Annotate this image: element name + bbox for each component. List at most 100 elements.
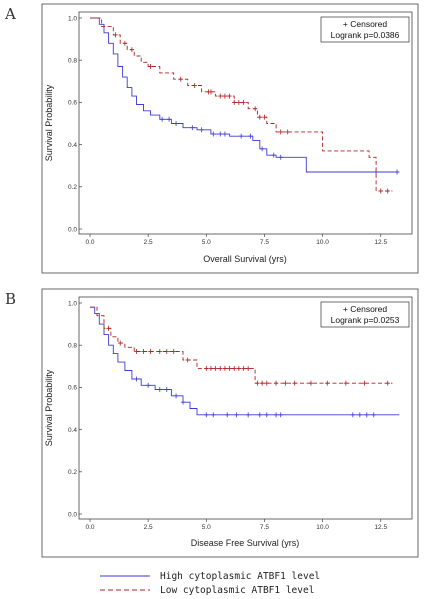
legend-censored-text: + Censored [343,19,387,29]
panel-letter: A [4,5,16,23]
censor-mark-low [113,32,118,38]
legend-label-high: High cytoplasmic ATBF1 level [160,571,320,582]
panel-frame [41,288,419,558]
panel-frame [41,3,419,274]
censor-mark-low [208,365,214,371]
censor-mark-low [385,188,390,194]
censor-mark-low [218,93,223,99]
censor-mark-low [264,380,269,386]
censor-mark-low [252,106,258,112]
censor-mark-low [292,380,297,386]
censor-mark-high [180,399,186,405]
censor-mark-low [232,365,237,371]
censor-mark-low [283,380,288,386]
series-layer [90,306,400,418]
censor-mark-low [227,365,232,371]
censor-mark-low [185,357,190,363]
x-tick-label: 7.5 [260,239,269,246]
legend-box [320,301,410,328]
censor-mark-low [273,380,279,386]
legend-logrank-text: Logrank p=0.0386 [331,30,400,40]
censor-mark-high [278,154,283,160]
censor-mark-high [357,412,363,418]
x-tick-label: 5.0 [202,524,211,531]
censor-mark-high [166,116,172,122]
y-axis-title: Survival Probability [44,84,54,161]
censor-mark-low [208,89,214,95]
censor-mark-low [227,93,232,99]
km-curve-high [90,17,400,173]
censor-mark-low [255,380,260,386]
censor-mark-low [362,380,367,386]
censor-mark-low [204,365,209,371]
censor-mark-low [134,349,139,355]
censor-mark-low [118,340,123,346]
series-layer [90,17,400,194]
x-axis-title: Disease Free Survival (yrs) [191,538,300,548]
censor-mark-low [262,114,267,120]
y-tick-label: 0.0 [68,226,77,233]
x-tick-label: 0.0 [85,239,94,246]
censor-mark-low [164,349,169,355]
censor-mark-low [378,188,383,194]
censor-mark-high [273,412,279,418]
censor-mark-high [364,412,369,418]
panel-letter: B [5,290,16,308]
legend-label-low: Low cytoplasmic ATBF1 level [160,585,314,596]
censor-mark-low [236,99,242,105]
y-tick-label: 0.8 [68,58,77,65]
legend-box [320,16,410,43]
censor-mark-high [264,412,269,418]
censor-mark-high [134,376,139,382]
censor-mark-high [145,382,151,388]
axis-ticks: 0.0 2.5 5.0 7.5 10.0 12.5 0.0 0.2 0.4 0.6 0.8 1.0 [68,15,387,246]
y-tick-label: 0.2 [68,184,77,191]
censor-mark-high [164,387,169,393]
censor-mark-low [192,83,197,89]
censor-mark-high [199,127,204,133]
y-tick-label: 0.4 [68,427,77,434]
censor-mark-low [178,76,183,82]
censor-mark-low [278,129,283,135]
x-tick-label: 0.0 [85,524,94,531]
x-tick-label: 12.5 [374,524,387,531]
censor-mark-high [371,412,376,418]
y-tick-label: 0.4 [68,142,77,149]
censor-mark-high [211,131,216,137]
censor-mark-high [204,412,209,418]
censor-mark-high [159,116,165,122]
censor-mark-low [241,365,246,371]
censor-mark-high [259,146,265,152]
censor-mark-low [157,349,162,355]
x-tick-label: 2.5 [144,524,153,531]
y-tick-label: 0.6 [68,100,77,107]
censor-mark-low [129,47,135,53]
censor-mark-low [222,93,228,99]
censor-mark-low [245,365,251,371]
y-tick-label: 1.0 [68,15,77,22]
censor-mark-low [222,365,228,371]
censor-mark-low [259,380,265,386]
censor-mark-low [241,99,246,105]
x-tick-label: 10.0 [316,524,329,531]
y-tick-label: 0.6 [68,385,77,392]
censor-mark-low [171,349,176,355]
censor-mark-low [106,325,111,331]
y-tick-label: 1.0 [68,300,77,307]
plot-area [78,296,413,520]
plot-area [78,11,413,235]
censor-mark-high [211,412,216,418]
censor-mark-high [190,125,195,131]
bottom-legend: High cytoplasmic ATBF1 level Low cytopla… [100,571,320,596]
censor-mark-low [141,349,146,355]
censor-mark-low [257,114,262,120]
y-tick-label: 0.2 [68,469,77,476]
censor-mark-low [385,380,390,386]
censor-mark-low [148,64,153,70]
censor-mark-low [285,129,290,135]
axis-ticks: 0.0 2.5 5.0 7.5 10.0 12.5 0.0 0.2 0.4 0.6 0.8 1.0 [68,300,387,531]
censor-mark-high [222,131,228,137]
x-tick-label: 10.0 [316,239,329,246]
censor-mark-low [122,40,128,46]
